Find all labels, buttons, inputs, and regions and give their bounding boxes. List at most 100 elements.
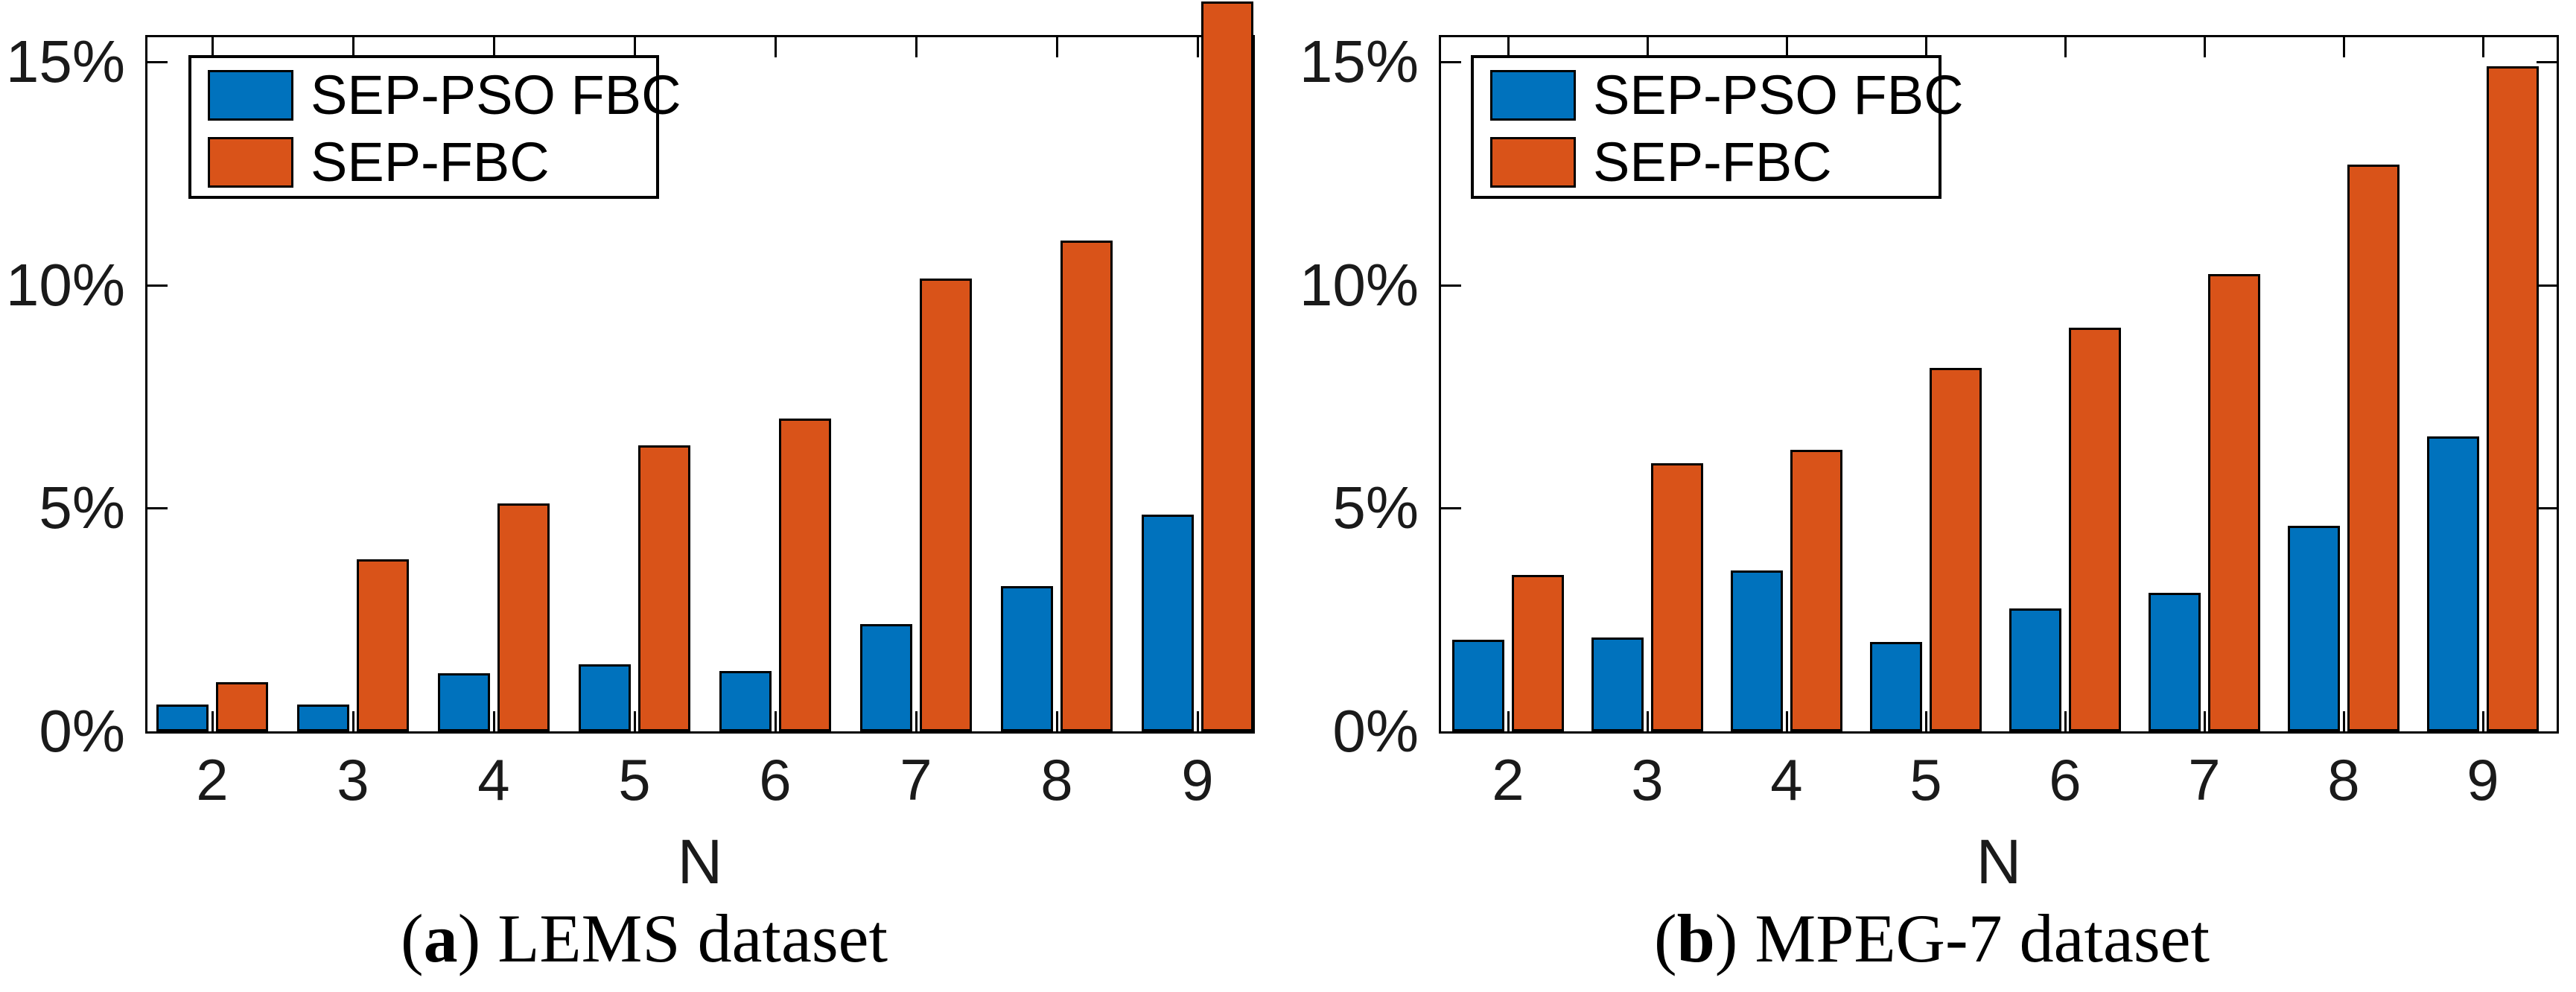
- legend-swatch-sep-pso-fbc: [208, 70, 293, 121]
- x-tick-mark: [2064, 37, 2067, 57]
- y-tick-mark: [1441, 507, 1461, 509]
- legend-item: SEP-PSO FBC: [1474, 68, 1964, 123]
- x-tick-mark: [1056, 711, 1058, 731]
- x-tick-mark: [2343, 37, 2345, 57]
- bar-sep-fbc-n6: [779, 419, 831, 731]
- x-tick-mark: [2204, 37, 2206, 57]
- legend-swatch-sep-fbc: [208, 137, 293, 188]
- x-tick-mark: [634, 711, 636, 731]
- bar-sep-fbc-n2: [1512, 575, 1564, 731]
- bar-sep-pso-fbc-n4: [438, 673, 490, 731]
- x-tick-mark: [775, 711, 777, 731]
- bar-sep-pso-fbc-n7: [860, 624, 912, 731]
- x-tick-mark: [915, 711, 917, 731]
- legend-label-sep-pso-fbc: SEP-PSO FBC: [1593, 64, 1964, 126]
- y-tick-mark: [2537, 507, 2557, 509]
- bar-sep-fbc-n6: [2069, 328, 2121, 731]
- x-tick-label: 5: [618, 747, 651, 813]
- x-tick-mark: [915, 37, 917, 57]
- x-tick-label: 7: [2188, 747, 2221, 813]
- caption-lems: (a) LEMS dataset: [197, 903, 1091, 974]
- y-tick-label: 10%: [1299, 252, 1419, 318]
- bar-sep-pso-fbc-n6: [719, 671, 772, 731]
- x-tick-mark: [1647, 37, 1649, 57]
- x-tick-label: 8: [2327, 747, 2360, 813]
- x-tick-label: 8: [1040, 747, 1073, 813]
- x-tick-mark: [2204, 711, 2206, 731]
- bar-sep-fbc-n9: [1201, 1, 1253, 731]
- y-tick-label: 15%: [5, 28, 125, 95]
- caption-paren: (: [1653, 900, 1677, 976]
- x-tick-mark: [352, 711, 354, 731]
- x-tick-mark: [2343, 711, 2345, 731]
- x-tick-label: 4: [1770, 747, 1803, 813]
- x-tick-mark: [352, 37, 354, 57]
- y-tick-mark: [1441, 284, 1461, 287]
- x-tick-mark: [493, 37, 495, 57]
- x-tick-label: 6: [759, 747, 792, 813]
- caption-letter: a: [423, 900, 458, 976]
- legend-label-sep-fbc: SEP-FBC: [311, 131, 550, 193]
- x-tick-mark: [212, 37, 214, 57]
- y-tick-label: 0%: [1332, 698, 1419, 764]
- bar-sep-fbc-n3: [1651, 463, 1703, 731]
- x-tick-label: 7: [900, 747, 932, 813]
- caption-paren: ): [1714, 900, 1755, 976]
- y-tick-mark: [147, 61, 168, 63]
- y-tick-label: 0%: [39, 698, 125, 764]
- bar-sep-fbc-n8: [2347, 165, 2400, 731]
- x-tick-mark: [1507, 37, 1510, 57]
- bar-sep-fbc-n4: [497, 503, 550, 731]
- legend-lems: SEP-PSO FBC SEP-FBC: [188, 55, 681, 199]
- bar-sep-pso-fbc-n8: [1001, 586, 1053, 731]
- plot-area-mpeg7: [1439, 35, 2559, 734]
- bar-sep-fbc-n5: [1930, 368, 1982, 731]
- legend-item: SEP-FBC: [1474, 131, 1939, 193]
- x-tick-mark: [2482, 37, 2484, 57]
- y-tick-mark: [147, 284, 168, 287]
- x-tick-label: 6: [2049, 747, 2082, 813]
- x-tick-mark: [493, 711, 495, 731]
- y-tick-mark: [2537, 284, 2557, 287]
- x-tick-mark: [1197, 37, 1199, 57]
- legend-label-sep-fbc: SEP-FBC: [1593, 131, 1832, 193]
- y-tick-label: 5%: [1332, 474, 1419, 541]
- legend-item: SEP-FBC: [191, 131, 656, 193]
- legend-swatch-sep-fbc: [1490, 137, 1576, 188]
- bar-sep-pso-fbc-n6: [2009, 608, 2061, 731]
- bar-sep-fbc-n5: [638, 445, 690, 731]
- bar-sep-fbc-n9: [2487, 66, 2539, 731]
- bar-sep-fbc-n7: [2208, 274, 2260, 731]
- legend-label-sep-pso-fbc: SEP-PSO FBC: [311, 64, 681, 126]
- x-tick-label: 9: [2467, 747, 2499, 813]
- caption-letter: b: [1676, 900, 1715, 976]
- x-tick-label: 3: [337, 747, 369, 813]
- caption-text: LEMS dataset: [497, 900, 888, 976]
- legend-item: SEP-PSO FBC: [191, 68, 681, 123]
- x-tick-mark: [1786, 711, 1788, 731]
- bar-sep-fbc-n4: [1790, 450, 1842, 731]
- x-tick-mark: [1056, 37, 1058, 57]
- bar-sep-fbc-n8: [1060, 241, 1113, 731]
- plot-area-lems: [145, 1, 1255, 734]
- x-tick-mark: [1507, 711, 1510, 731]
- x-tick-mark: [2064, 711, 2067, 731]
- legend-mpeg7: SEP-PSO FBC SEP-FBC: [1471, 55, 1964, 199]
- bar-sep-pso-fbc-n9: [1142, 515, 1194, 731]
- x-tick-mark: [1197, 711, 1199, 731]
- x-tick-label: 2: [1492, 747, 1524, 813]
- y-tick-mark: [2537, 61, 2557, 63]
- bar-sep-pso-fbc-n7: [2149, 593, 2201, 731]
- y-tick-label: 15%: [1299, 28, 1419, 95]
- x-tick-label: 5: [1909, 747, 1942, 813]
- x-axis-title-lems: N: [677, 827, 723, 897]
- y-tick-label: 5%: [39, 474, 125, 541]
- caption-text: MPEG-7 dataset: [1755, 900, 2210, 976]
- x-tick-mark: [2482, 711, 2484, 731]
- y-tick-mark: [1441, 61, 1461, 63]
- bar-sep-pso-fbc-n8: [2288, 526, 2340, 731]
- caption-paren: ): [457, 900, 498, 976]
- x-tick-mark: [1925, 37, 1927, 57]
- bar-sep-pso-fbc-n2: [1452, 640, 1504, 731]
